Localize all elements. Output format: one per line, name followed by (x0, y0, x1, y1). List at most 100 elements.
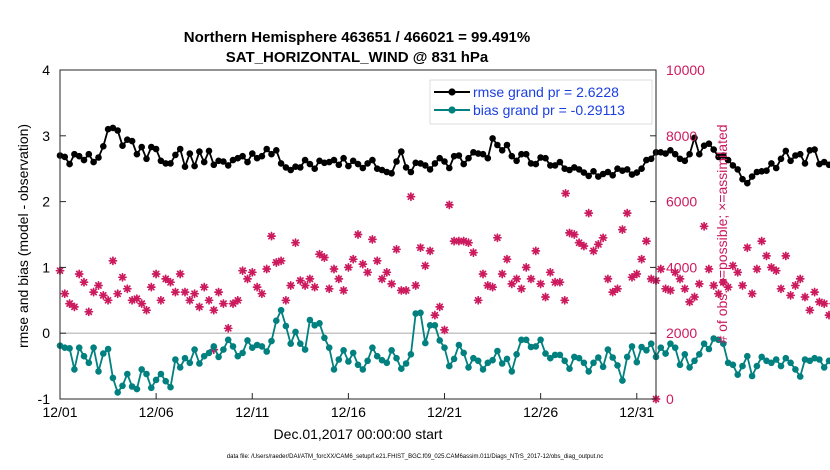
obs-count-marker (440, 325, 449, 335)
bias-point (373, 352, 381, 360)
rmse-point (340, 154, 347, 162)
bias-point (431, 322, 439, 329)
bias-point (340, 347, 347, 354)
rmse-point (609, 172, 616, 179)
obs-count-marker (526, 274, 536, 284)
rmse-point (311, 165, 319, 172)
bias-point (796, 373, 804, 380)
bias-point (599, 363, 607, 371)
obs-count-marker (598, 233, 608, 243)
x-tick-label: 12/31 (619, 404, 654, 420)
bias-point (191, 346, 198, 353)
bias-point (249, 344, 256, 352)
obs-count-marker (444, 200, 454, 210)
rmse-point (489, 135, 496, 142)
rmse-point (696, 150, 703, 158)
y-right-tick-label: 0 (666, 391, 674, 407)
obs-count-marker (656, 264, 666, 274)
rmse-point (364, 160, 371, 167)
rmse-point (143, 155, 150, 163)
rmse-point (181, 163, 189, 170)
bias-point (753, 362, 761, 370)
legend-rmse-marker (448, 88, 456, 96)
bias-point (739, 362, 746, 370)
obs-count-marker (223, 323, 233, 333)
plot-frame (59, 69, 657, 400)
obs-count-marker (665, 285, 675, 295)
obs-count-marker (555, 277, 565, 287)
bias-point (590, 359, 597, 367)
bias-point (172, 356, 179, 363)
bias-point (287, 340, 295, 348)
obs-count-marker (108, 256, 118, 266)
rmse-point (720, 152, 727, 159)
obs-count-marker (324, 284, 334, 294)
y-right-tick-label: 8000 (666, 128, 697, 144)
bias-point (489, 356, 496, 364)
rmse-point (167, 160, 174, 167)
rmse-point (196, 148, 203, 155)
legend-rmse-label: rmse grand pr = 2.6228 (473, 84, 619, 100)
bias-point (503, 355, 511, 363)
y-right-tick-label: 2000 (666, 325, 697, 341)
bias-point (768, 359, 775, 367)
y-right-tick-label: 6000 (666, 194, 697, 210)
rmse-point (724, 156, 732, 164)
bias-point (551, 351, 559, 359)
obs-count-marker (276, 256, 286, 266)
rmse-point (244, 158, 251, 166)
bias-point (90, 344, 97, 352)
obs-count-marker (132, 294, 142, 304)
bias-point (729, 361, 737, 369)
obs-count-marker (387, 279, 397, 289)
rmse-point (66, 160, 73, 168)
rmse-point (532, 160, 540, 168)
rmse-point (782, 147, 790, 155)
obs-count-marker (622, 208, 632, 218)
bias-point (513, 351, 520, 358)
obs-count-marker (319, 253, 329, 262)
rmse-point (734, 166, 741, 173)
rmse-point (455, 152, 463, 159)
bias-point (671, 344, 679, 352)
obs-count-marker (60, 289, 70, 299)
bias-point (720, 340, 727, 348)
rmse-point (820, 158, 828, 166)
y-right-tick-label: 10000 (666, 62, 705, 78)
legend-bias-marker (448, 106, 456, 114)
obs-count-marker (363, 267, 373, 277)
bias-point (388, 347, 395, 354)
x-tick-label: 12/01 (42, 404, 77, 420)
rmse-point (580, 169, 588, 176)
legend-box (429, 79, 653, 125)
bias-point (224, 336, 232, 344)
bias-point (95, 368, 102, 375)
bias-point (426, 322, 434, 329)
rmse-point (590, 168, 597, 175)
bias-point (85, 359, 93, 367)
rmse-point (446, 164, 453, 172)
bias-point (119, 382, 126, 390)
bias-point (643, 347, 650, 354)
bias-point (744, 352, 751, 360)
x-tick-label: 12/11 (235, 404, 269, 420)
bias-point (542, 350, 549, 357)
obs-count-marker (113, 289, 123, 299)
y-right-tick-label: 4000 (666, 259, 697, 275)
bias-point (604, 346, 612, 353)
obs-count-marker (425, 246, 435, 256)
rmse-point (436, 154, 444, 162)
obs-count-marker (757, 236, 767, 246)
obs-count-marker (84, 307, 94, 317)
bias-point (354, 361, 362, 369)
obs-count-marker (180, 287, 190, 297)
rmse-point (518, 150, 525, 158)
obs-count-marker (579, 241, 589, 251)
bias-point (772, 356, 780, 363)
y-left-tick-label: -1 (38, 391, 51, 407)
bias-point (686, 364, 693, 371)
bias-point (619, 377, 626, 384)
rmse-point (633, 169, 641, 176)
bias-point (369, 344, 376, 352)
obs-count-marker (137, 299, 147, 309)
